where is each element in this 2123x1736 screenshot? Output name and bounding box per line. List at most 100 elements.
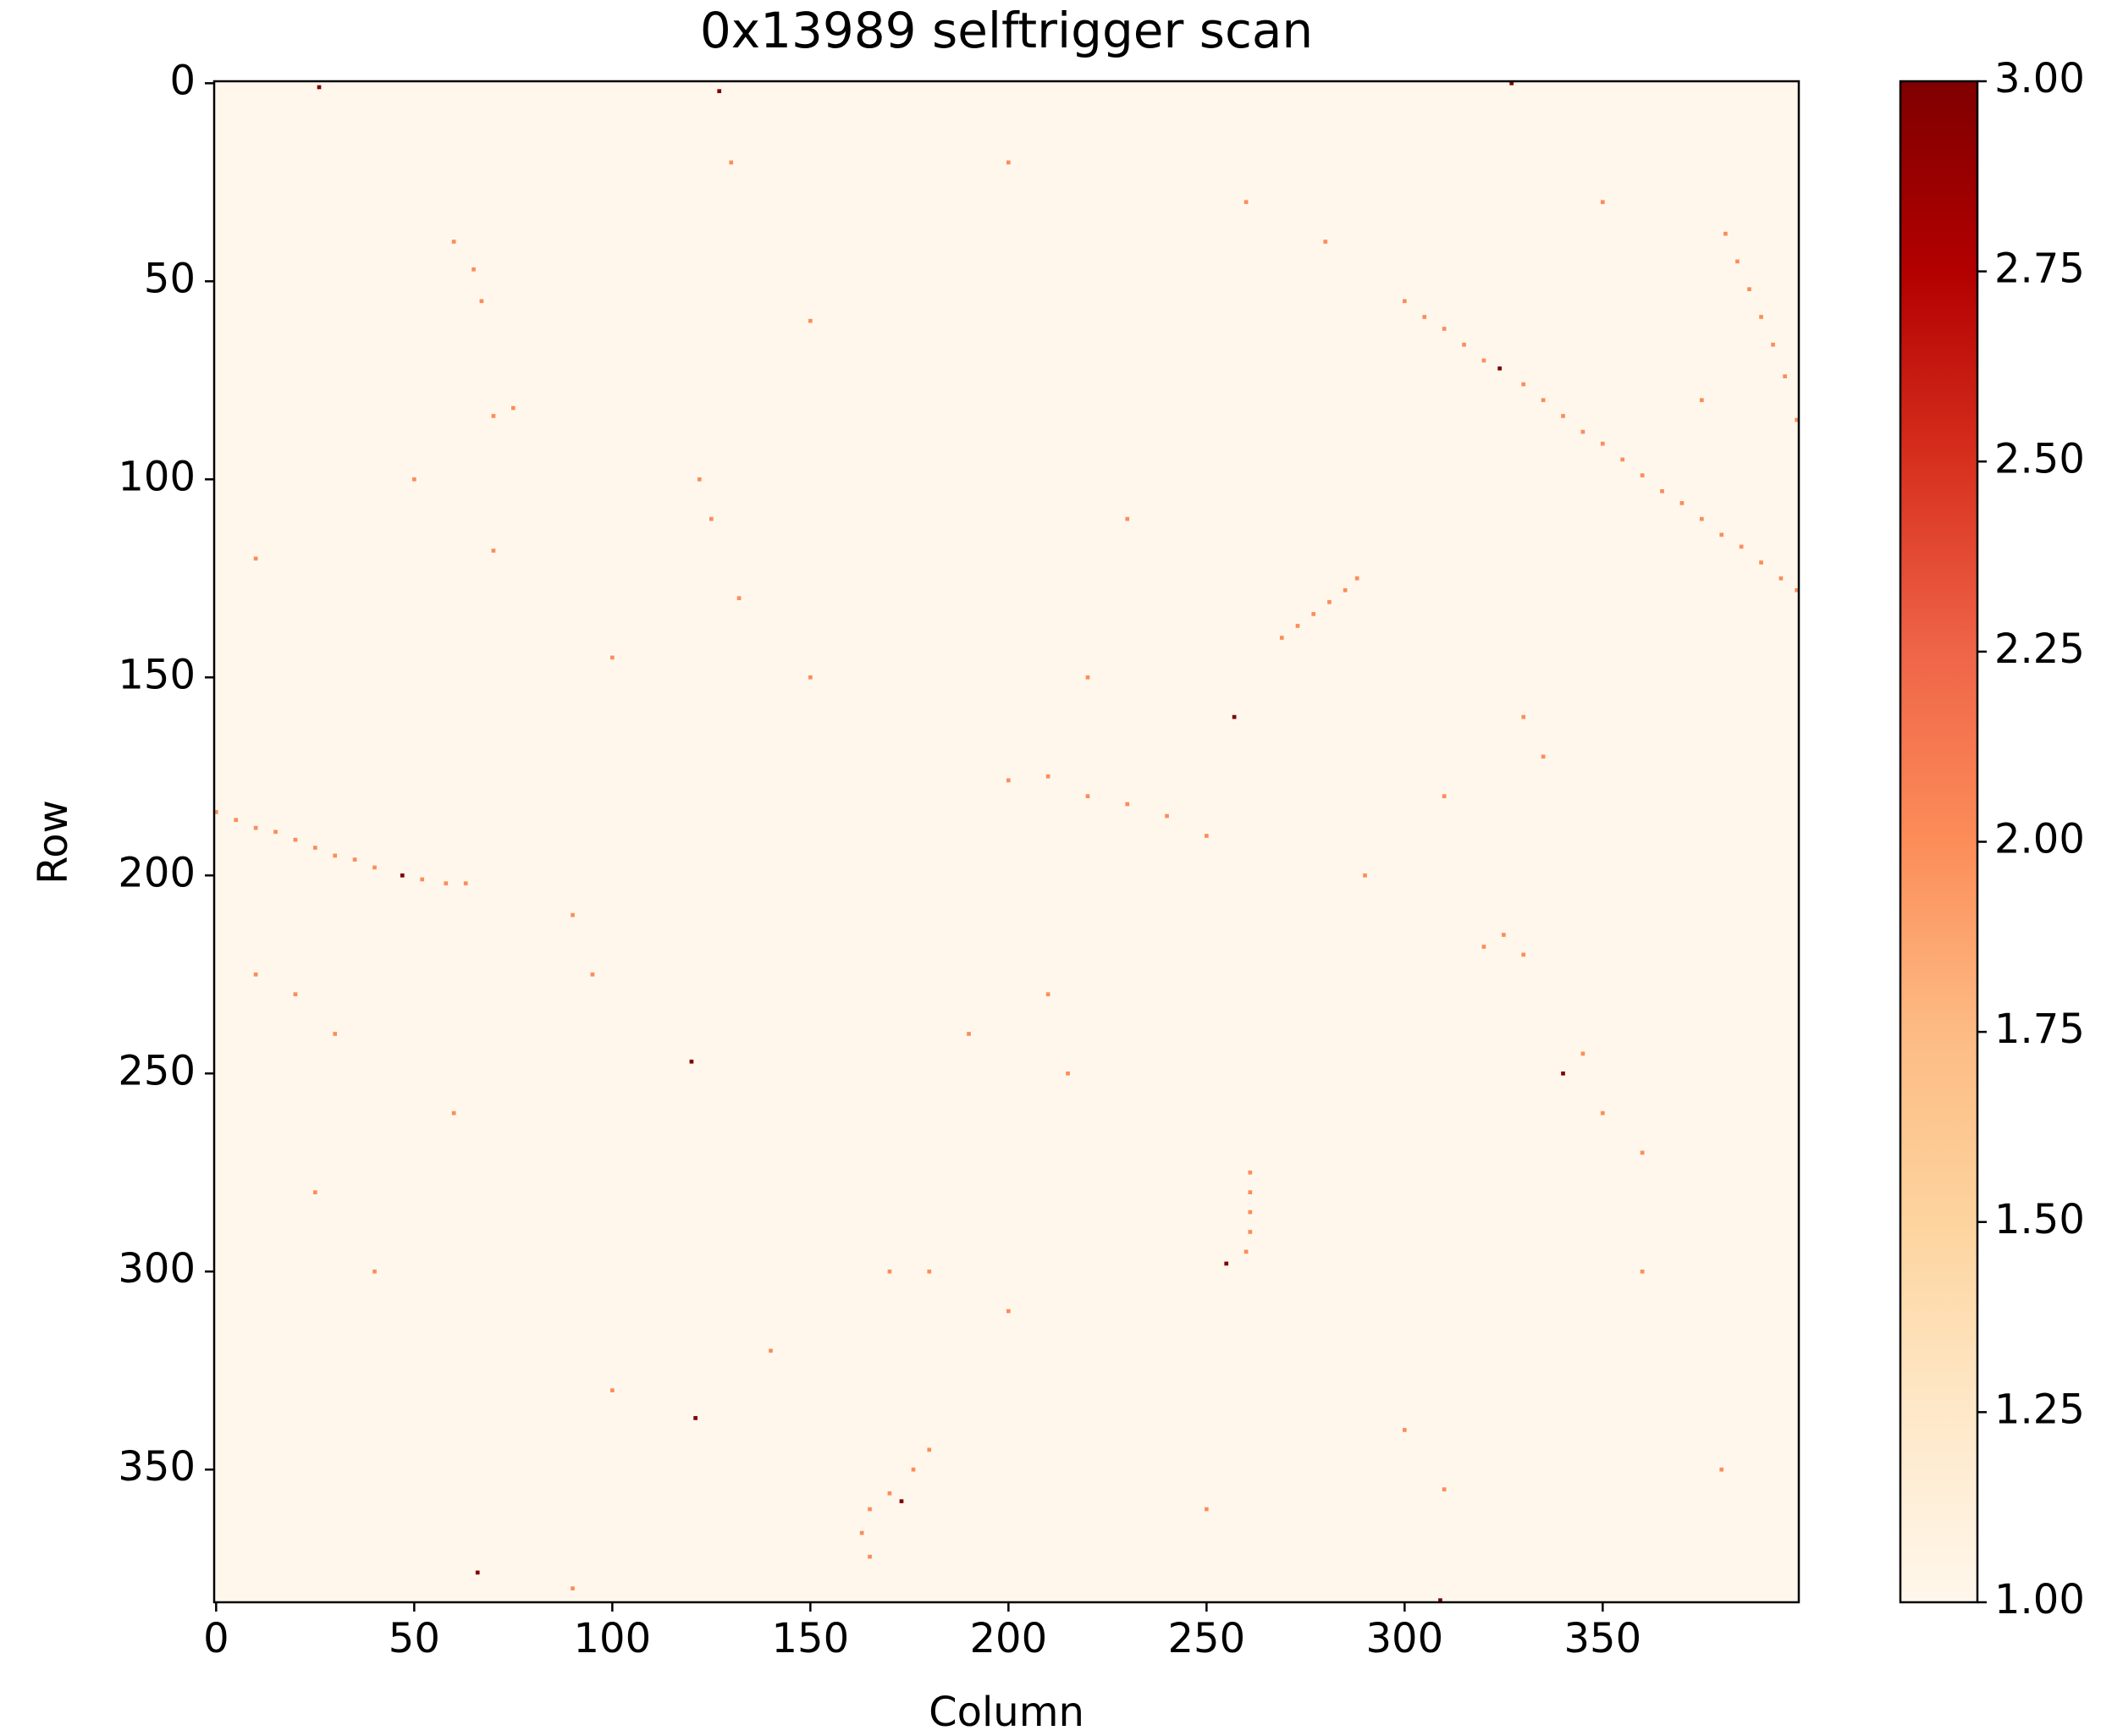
heatmap-cell bbox=[294, 992, 298, 996]
heatmap-cell bbox=[1165, 814, 1169, 818]
heatmap-cell bbox=[1521, 953, 1525, 957]
heatmap-cell bbox=[1783, 374, 1787, 378]
colorbar-tick-label: 1.75 bbox=[1994, 1006, 2085, 1053]
heatmap-cell bbox=[1482, 359, 1486, 363]
heatmap-cell bbox=[1660, 489, 1664, 493]
heatmap-cell bbox=[1323, 240, 1327, 244]
x-tick-label: 100 bbox=[574, 1615, 652, 1662]
y-tick-label: 300 bbox=[118, 1245, 196, 1292]
heatmap-cell bbox=[464, 881, 468, 885]
heatmap-cell bbox=[313, 846, 317, 850]
chart: 0x13989 selftrigger scan Column Row 0501… bbox=[0, 0, 2123, 1736]
heatmap-cell bbox=[1640, 1270, 1645, 1274]
heatmap-cell bbox=[610, 1388, 615, 1392]
heatmap-cell bbox=[967, 1032, 971, 1036]
heatmap-cell bbox=[888, 1270, 892, 1274]
y-tick-label: 250 bbox=[118, 1047, 196, 1094]
heatmap-cell bbox=[717, 89, 721, 93]
heatmap-cell bbox=[444, 881, 448, 885]
heatmap-cell bbox=[492, 414, 496, 418]
heatmap-cell bbox=[1205, 834, 1209, 838]
heatmap-cell bbox=[313, 1190, 317, 1194]
heatmap-cell bbox=[1086, 794, 1090, 798]
y-tick-label: 350 bbox=[118, 1443, 196, 1491]
heatmap-cell bbox=[1046, 992, 1050, 996]
heatmap-cell bbox=[1343, 588, 1348, 592]
heatmap-cell bbox=[1759, 315, 1763, 319]
y-tick-label: 0 bbox=[169, 57, 196, 104]
y-tick-label: 50 bbox=[144, 255, 196, 302]
heatmap-cell bbox=[571, 913, 575, 918]
heatmap-cell bbox=[1521, 715, 1525, 719]
heatmap-cell bbox=[737, 596, 742, 600]
heatmap-cell bbox=[693, 1416, 698, 1420]
heatmap-cell bbox=[1502, 933, 1506, 937]
heatmap-cell bbox=[1680, 501, 1685, 505]
heatmap-cell bbox=[1403, 1428, 1407, 1432]
heatmap-cell bbox=[888, 1491, 892, 1496]
heatmap-cell bbox=[234, 818, 238, 822]
colorbar-tick-label: 1.00 bbox=[1994, 1576, 2085, 1623]
colorbar bbox=[1900, 81, 1977, 1602]
heatmap-cell bbox=[1561, 1072, 1565, 1076]
x-tick-label: 250 bbox=[1168, 1615, 1246, 1662]
heatmap-cell bbox=[1723, 232, 1728, 236]
heatmap-cell bbox=[860, 1531, 864, 1535]
chart-title: 0x13989 selftrigger scan bbox=[700, 2, 1313, 59]
heatmap-cell bbox=[1280, 636, 1284, 640]
heatmap-cell bbox=[254, 973, 258, 977]
heatmap-cell bbox=[492, 548, 496, 553]
heatmap-cell bbox=[1248, 1171, 1252, 1175]
heatmap-cell bbox=[372, 866, 377, 870]
heatmap-cell bbox=[1244, 1250, 1249, 1254]
heatmap-cell bbox=[1719, 1468, 1723, 1472]
heatmap-cell bbox=[1248, 1210, 1252, 1215]
x-tick-label: 0 bbox=[203, 1615, 229, 1662]
heatmap-cell bbox=[1232, 715, 1237, 719]
heatmap-cell bbox=[254, 826, 258, 830]
colorbar-tick-label: 2.75 bbox=[1994, 245, 2085, 293]
heatmap-cell bbox=[1747, 287, 1751, 291]
heatmap-cell bbox=[1521, 383, 1525, 387]
x-tick-label: 50 bbox=[389, 1615, 440, 1662]
colorbar-tick-label: 2.50 bbox=[1994, 435, 2085, 482]
heatmap-cell bbox=[868, 1555, 872, 1559]
colorbar-tick-label: 3.00 bbox=[1994, 55, 2085, 102]
heatmap-cell bbox=[1422, 315, 1426, 319]
heatmap-cell bbox=[1640, 473, 1645, 477]
colorbar-tick-label: 1.50 bbox=[1994, 1196, 2085, 1243]
heatmap-cell bbox=[1205, 1507, 1209, 1512]
heatmap-cell bbox=[927, 1447, 931, 1452]
y-tick-label: 150 bbox=[118, 651, 196, 698]
heatmap-cell bbox=[420, 878, 424, 882]
heatmap-cell bbox=[808, 319, 813, 323]
heatmap-cell bbox=[1601, 200, 1605, 204]
heatmap-cell bbox=[452, 240, 456, 244]
heatmap-cell bbox=[1363, 874, 1367, 878]
y-tick-label: 100 bbox=[118, 453, 196, 500]
heatmap-cell bbox=[709, 517, 714, 521]
heatmap-cell bbox=[1442, 1487, 1447, 1491]
heatmap-cell bbox=[868, 1507, 872, 1512]
heatmap-cell bbox=[1541, 755, 1546, 759]
heatmap-cell bbox=[333, 1032, 337, 1036]
heatmap-cell bbox=[1442, 794, 1447, 798]
heatmap-cell bbox=[400, 874, 405, 878]
colorbar-tick-label: 1.25 bbox=[1994, 1386, 2085, 1433]
heatmap-cell bbox=[1248, 1230, 1252, 1234]
heatmap-cell bbox=[471, 267, 476, 272]
heatmap-cell bbox=[591, 973, 595, 977]
heatmap-cell bbox=[1719, 532, 1723, 537]
heatmap-cell bbox=[1740, 545, 1744, 549]
heatmap-cell bbox=[1442, 327, 1447, 331]
heatmap-cell bbox=[1735, 260, 1740, 264]
heatmap-cell bbox=[452, 1111, 456, 1116]
heatmap-cell bbox=[1006, 161, 1011, 165]
heatmap-cell bbox=[1244, 200, 1249, 204]
heatmap-cell bbox=[412, 477, 416, 482]
heatmap-cell bbox=[808, 675, 813, 680]
heatmap-cell bbox=[1541, 398, 1546, 402]
x-tick-label: 350 bbox=[1564, 1615, 1642, 1662]
heatmap-cell bbox=[1620, 458, 1624, 462]
x-tick-label: 300 bbox=[1366, 1615, 1444, 1662]
